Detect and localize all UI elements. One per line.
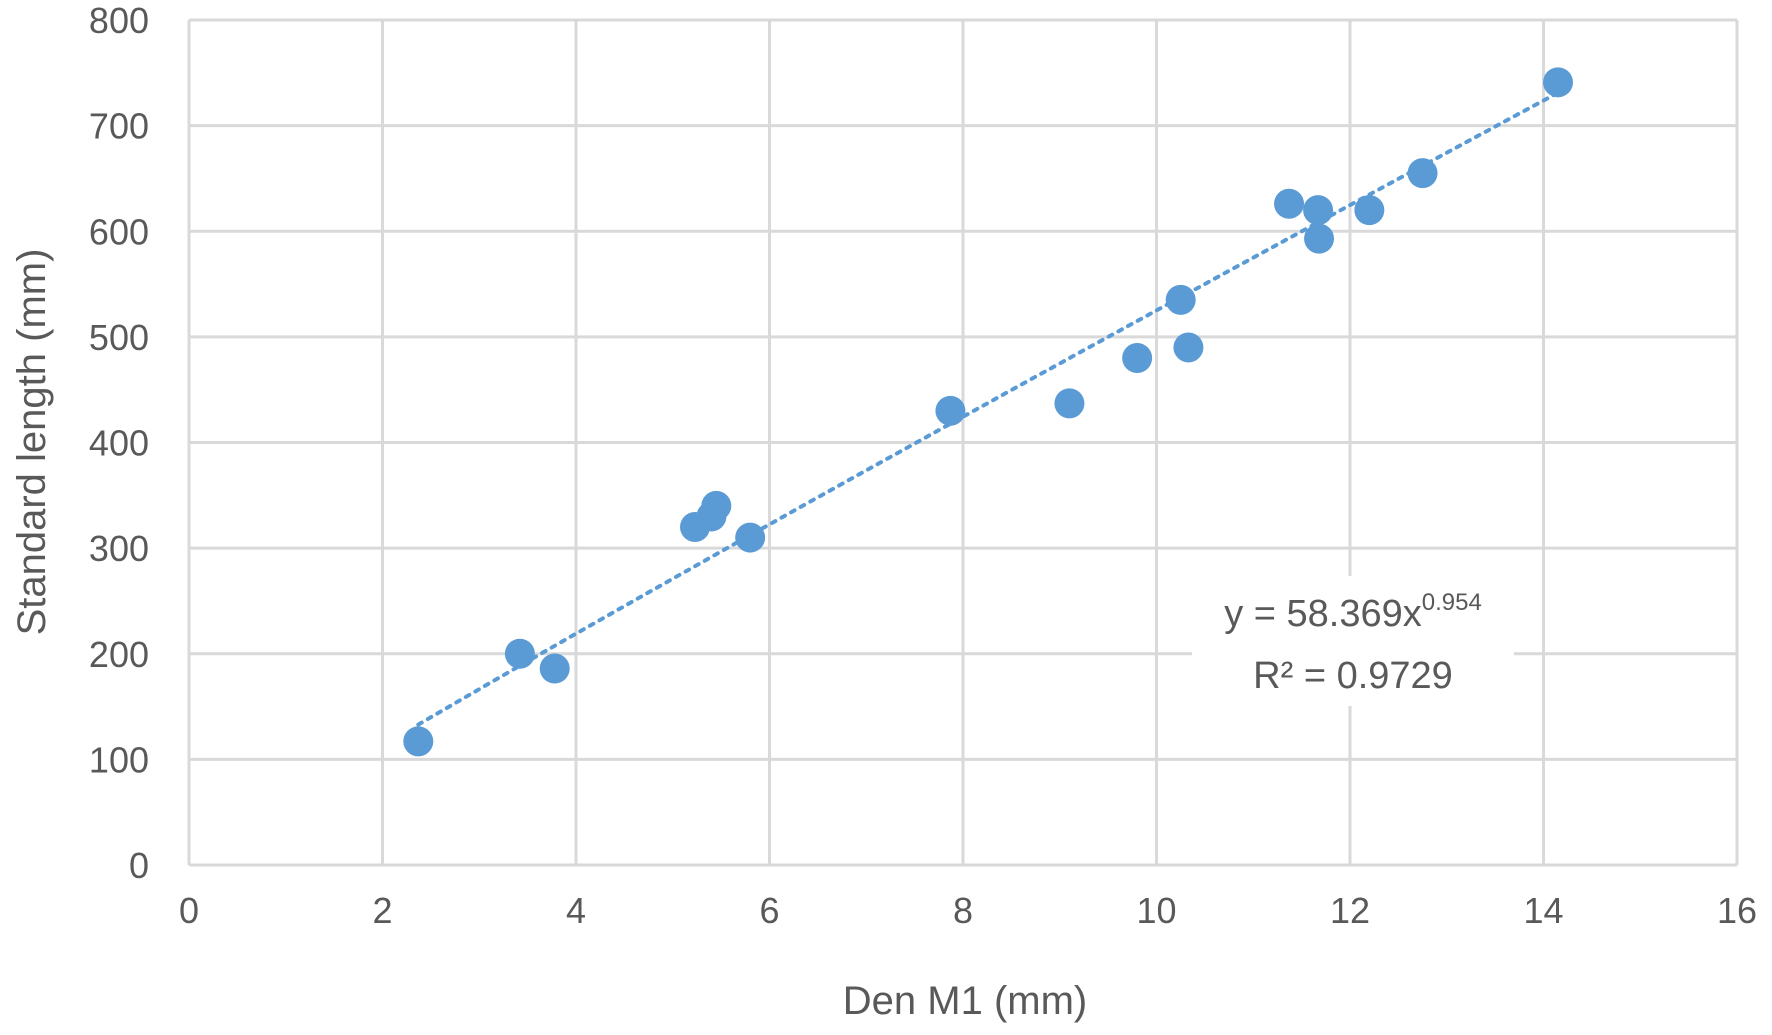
data-point-9 (1122, 343, 1153, 373)
data-point-7 (935, 395, 966, 426)
trendline-equation: y = 58.369x0.954 (1224, 589, 1482, 635)
y-tick-label-200: 200 (89, 634, 149, 675)
data-point-15 (1354, 195, 1385, 226)
y-tick-label-100: 100 (89, 739, 149, 780)
data-point-0 (403, 726, 434, 757)
axes (187, 20, 1737, 867)
equation-prefix: y = 58.369x (1224, 593, 1422, 635)
x-tick-label-0: 0 (179, 890, 199, 931)
tick-labels: 0 2 4 6 8 10 12 14 16 0 100 200 300 400 500 600 700 800 (89, 0, 1757, 931)
x-tick-label-12: 12 (1330, 890, 1370, 931)
y-tick-label-400: 400 (89, 423, 149, 464)
data-point-12 (1274, 188, 1305, 219)
x-axis-title: Den M1 (mm) (843, 979, 1087, 1023)
x-tick-label-4: 4 (566, 890, 586, 931)
y-tick-label-800: 800 (89, 0, 149, 41)
data-point-5 (701, 490, 732, 521)
data-point-2 (539, 653, 570, 684)
x-tick-label-14: 14 (1523, 890, 1563, 931)
equation-exponent: 0.954 (1422, 589, 1482, 616)
data-point-10 (1165, 284, 1196, 315)
data-point-13 (1303, 195, 1334, 226)
data-point-14 (1304, 223, 1335, 254)
y-tick-label-600: 600 (89, 211, 149, 252)
trendline-equation-box: y = 58.369x0.954 R² = 0.9729 (1192, 576, 1514, 706)
r-squared-label: R² = 0.9729 (1253, 655, 1453, 697)
y-tick-label-500: 500 (89, 317, 149, 358)
x-tick-label-10: 10 (1136, 890, 1176, 931)
data-point-8 (1054, 388, 1085, 419)
data-points (403, 67, 1574, 757)
data-point-11 (1173, 332, 1204, 363)
y-axis-title: Standard length (mm) (10, 249, 54, 636)
x-tick-label-6: 6 (759, 890, 779, 931)
x-tick-label-8: 8 (953, 890, 973, 931)
data-point-16 (1407, 158, 1438, 189)
y-tick-label-700: 700 (89, 106, 149, 147)
y-tick-label-0: 0 (129, 845, 149, 886)
data-point-17 (1543, 67, 1574, 98)
y-tick-label-300: 300 (89, 528, 149, 569)
x-tick-label-2: 2 (372, 890, 392, 931)
x-tick-label-16: 16 (1717, 890, 1757, 931)
data-point-6 (735, 522, 766, 553)
data-point-1 (504, 638, 535, 669)
